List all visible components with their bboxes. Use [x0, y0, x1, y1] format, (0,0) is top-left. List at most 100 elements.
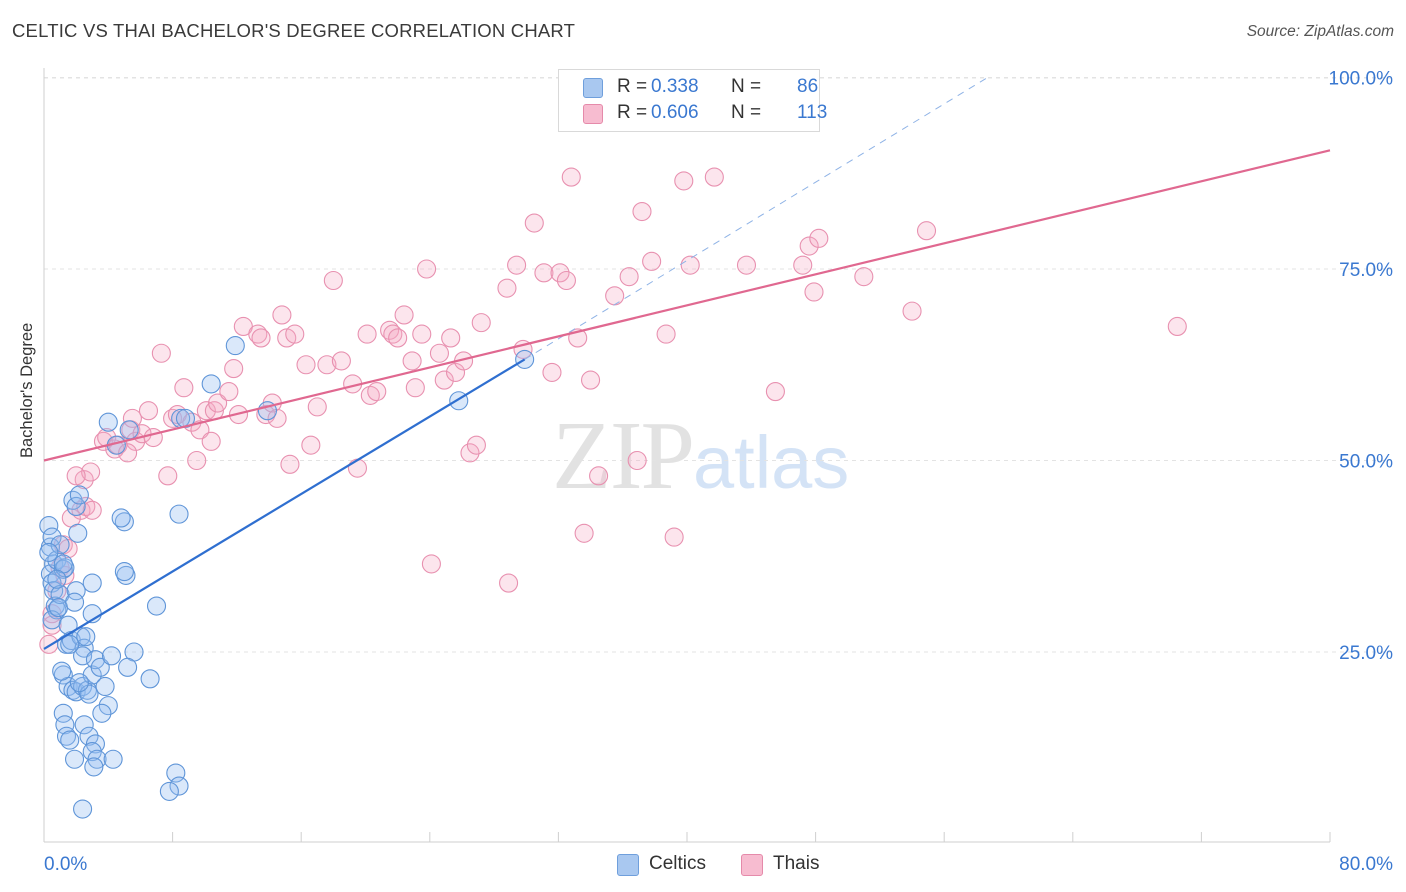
- thais-point: [916, 221, 937, 241]
- celtics-point: [47, 569, 67, 589]
- thais-point: [367, 382, 387, 402]
- thais-point: [66, 466, 86, 486]
- thais-point: [248, 324, 268, 344]
- thais-point: [280, 454, 300, 474]
- thais-point: [804, 282, 824, 302]
- thais-point: [507, 255, 527, 275]
- thais-point: [81, 462, 101, 482]
- thais-point: [421, 554, 441, 574]
- thais-point: [296, 355, 316, 375]
- thais-point: [42, 615, 62, 635]
- thais-point: [765, 382, 785, 402]
- celtics-point: [63, 680, 83, 700]
- thais-point: [307, 397, 327, 417]
- celtics-point: [118, 657, 138, 677]
- legend-swatch-celtics: [583, 78, 603, 98]
- celtics-point: [95, 676, 115, 697]
- thais-point: [642, 251, 662, 271]
- legend-r-label: R =: [617, 102, 648, 123]
- y-tick-label: 25.0%: [1339, 643, 1393, 664]
- y-axis-label: Bachelor's Degree: [18, 322, 36, 458]
- thais-point: [534, 263, 554, 283]
- celtics-point: [85, 734, 105, 754]
- thais-point: [317, 355, 337, 375]
- thais-point: [301, 435, 321, 455]
- celtics-point: [114, 562, 134, 582]
- thais-point: [580, 370, 601, 390]
- celtics-point: [64, 592, 85, 612]
- thais-point: [285, 324, 305, 344]
- thais-point: [460, 443, 480, 463]
- thais-point: [82, 500, 102, 520]
- legend-n-value: 86: [797, 76, 819, 97]
- legend-r-value: 0.606: [651, 102, 699, 123]
- celtics-point: [87, 749, 107, 769]
- bottom-legend-swatch-thais: [741, 854, 763, 876]
- thais-point: [190, 420, 210, 440]
- celtics-point: [103, 749, 123, 769]
- thais-point: [499, 573, 519, 593]
- thais-trendline: [43, 149, 1331, 462]
- celtics-point: [201, 374, 221, 394]
- thais-point: [97, 427, 117, 448]
- thais-point: [1167, 316, 1187, 337]
- thais-point: [471, 313, 491, 333]
- celtics-points: [39, 336, 535, 819]
- celtics-point: [119, 420, 139, 440]
- thais-point: [208, 393, 228, 413]
- thais-point: [441, 328, 461, 348]
- thais-point: [497, 278, 517, 298]
- thais-point: [434, 370, 454, 390]
- legend-n-label: N =: [731, 102, 762, 123]
- x-tick-label: 0.0%: [44, 854, 87, 875]
- legend-n-value: 113: [797, 102, 828, 123]
- tick-labels: 25.0% 50.0% 75.0% 100.0% 0.0% 80.0%: [44, 69, 1393, 876]
- thais-point: [380, 320, 400, 340]
- thais-point: [632, 202, 652, 222]
- celtics-point: [159, 781, 179, 801]
- thais-point: [122, 408, 142, 428]
- thais-point: [405, 378, 425, 398]
- legend-swatch-thais: [583, 104, 603, 124]
- thais-point: [224, 359, 244, 379]
- legend-r-value: 0.338: [651, 76, 699, 97]
- thais-point: [394, 305, 414, 325]
- chart-title: CELTIC VS THAI BACHELOR'S DEGREE CORRELA…: [12, 20, 576, 41]
- celtics-point: [50, 535, 70, 555]
- thais-point: [605, 286, 625, 306]
- celtics-point: [60, 634, 80, 654]
- zipatlas-watermark: ZIPatlas: [552, 400, 849, 512]
- source-label: Source: ZipAtlas.com: [1246, 23, 1394, 40]
- y-tick-label: 75.0%: [1339, 260, 1393, 281]
- thais-point: [627, 450, 647, 471]
- celtics-point: [64, 749, 85, 769]
- celtics-point: [60, 730, 80, 750]
- celtics-point: [84, 757, 104, 777]
- celtics-point: [98, 696, 118, 716]
- celtics-point: [92, 703, 112, 723]
- thais-point: [158, 466, 178, 486]
- thais-point: [388, 328, 408, 348]
- gridlines: [44, 77, 1394, 653]
- celtics-point: [169, 776, 189, 796]
- y-tick-label: 50.0%: [1339, 452, 1393, 473]
- thais-point: [902, 301, 922, 321]
- celtics-point: [66, 496, 86, 517]
- thais-point: [429, 343, 449, 363]
- thais-point: [550, 263, 570, 283]
- bottom-legend-swatch-celtics: [617, 854, 639, 876]
- thais-point: [219, 382, 239, 402]
- celtics-point: [90, 657, 110, 677]
- thais-point: [619, 267, 639, 287]
- thais-point: [854, 267, 874, 287]
- thais-point: [118, 443, 138, 463]
- thais-point: [138, 401, 159, 421]
- thais-points: [39, 167, 1187, 654]
- celtics-point: [225, 336, 245, 356]
- celtics-point: [42, 527, 62, 547]
- y-tick-label: 100.0%: [1329, 69, 1394, 90]
- thais-point: [542, 362, 562, 382]
- thais-point: [674, 171, 694, 191]
- celtics-point: [48, 598, 69, 618]
- celtics-point: [79, 726, 99, 746]
